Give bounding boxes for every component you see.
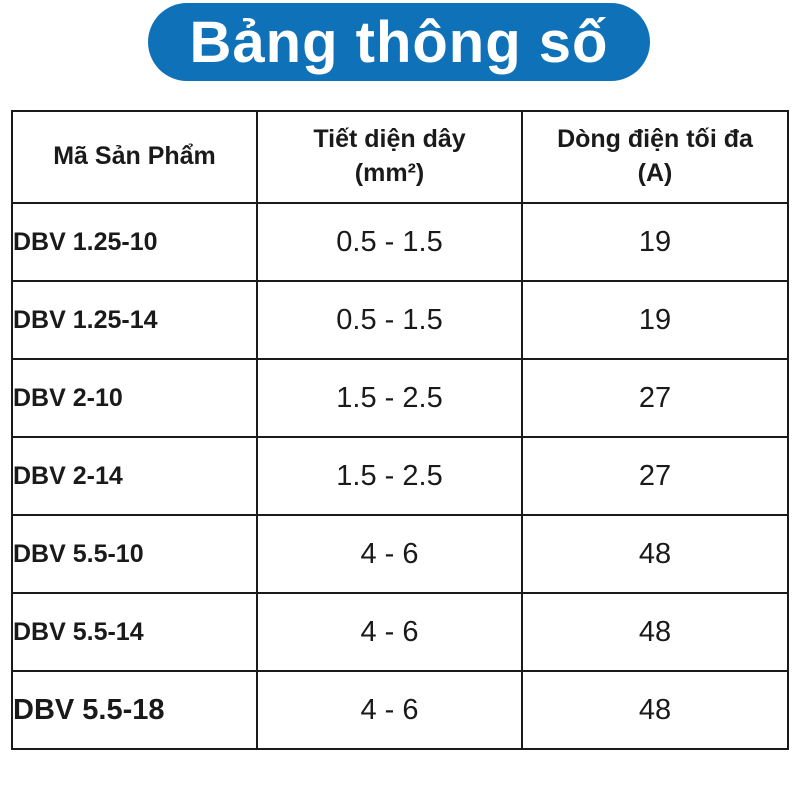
header-product-code-label: Mã Sản Phẩm xyxy=(53,142,216,171)
spec-table: Mã Sản Phẩm Tiết diện dây (mm²) Dòng điệ… xyxy=(11,110,789,750)
header-max-current: Dòng điện tối đa (A) xyxy=(521,110,789,204)
max-current-cell: 48 xyxy=(521,670,789,750)
max-current-cell: 27 xyxy=(521,436,789,516)
product-code-cell: DBV 5.5-18 xyxy=(11,670,258,750)
table-row: DBV 2-10 1.5 - 2.5 27 xyxy=(11,358,789,438)
header-max-current-unit: (A) xyxy=(637,159,673,187)
max-current-cell: 48 xyxy=(521,592,789,672)
table-row: DBV 1.25-14 0.5 - 1.5 19 xyxy=(11,280,789,360)
product-code-cell: DBV 2-10 xyxy=(11,358,258,438)
header-product-code: Mã Sản Phẩm xyxy=(11,110,258,204)
page-title: Bảng thông số xyxy=(189,9,609,75)
wire-section-cell: 4 - 6 xyxy=(256,592,523,672)
header-wire-section: Tiết diện dây (mm²) xyxy=(256,110,523,204)
wire-section-cell: 1.5 - 2.5 xyxy=(256,436,523,516)
header-max-current-label: Dòng điện tối đa xyxy=(557,125,753,154)
table-row: DBV 5.5-18 4 - 6 48 xyxy=(11,670,789,750)
header-wire-section-unit: (mm²) xyxy=(354,159,425,187)
max-current-cell: 27 xyxy=(521,358,789,438)
product-code-cell: DBV 2-14 xyxy=(11,436,258,516)
wire-section-cell: 1.5 - 2.5 xyxy=(256,358,523,438)
table-row: DBV 5.5-14 4 - 6 48 xyxy=(11,592,789,672)
product-code-cell: DBV 5.5-14 xyxy=(11,592,258,672)
max-current-cell: 19 xyxy=(521,202,789,282)
product-code-cell: DBV 5.5-10 xyxy=(11,514,258,594)
wire-section-cell: 0.5 - 1.5 xyxy=(256,202,523,282)
wire-section-cell: 4 - 6 xyxy=(256,514,523,594)
table-row: DBV 2-14 1.5 - 2.5 27 xyxy=(11,436,789,516)
table-row: DBV 5.5-10 4 - 6 48 xyxy=(11,514,789,594)
table-row: DBV 1.25-10 0.5 - 1.5 19 xyxy=(11,202,789,282)
product-code-cell: DBV 1.25-14 xyxy=(11,280,258,360)
product-code-cell: DBV 1.25-10 xyxy=(11,202,258,282)
wire-section-cell: 4 - 6 xyxy=(256,670,523,750)
table-header-row: Mã Sản Phẩm Tiết diện dây (mm²) Dòng điệ… xyxy=(11,110,789,204)
header-wire-section-label: Tiết diện dây xyxy=(313,125,466,154)
title-banner: Bảng thông số xyxy=(148,3,650,81)
wire-section-cell: 0.5 - 1.5 xyxy=(256,280,523,360)
max-current-cell: 19 xyxy=(521,280,789,360)
max-current-cell: 48 xyxy=(521,514,789,594)
